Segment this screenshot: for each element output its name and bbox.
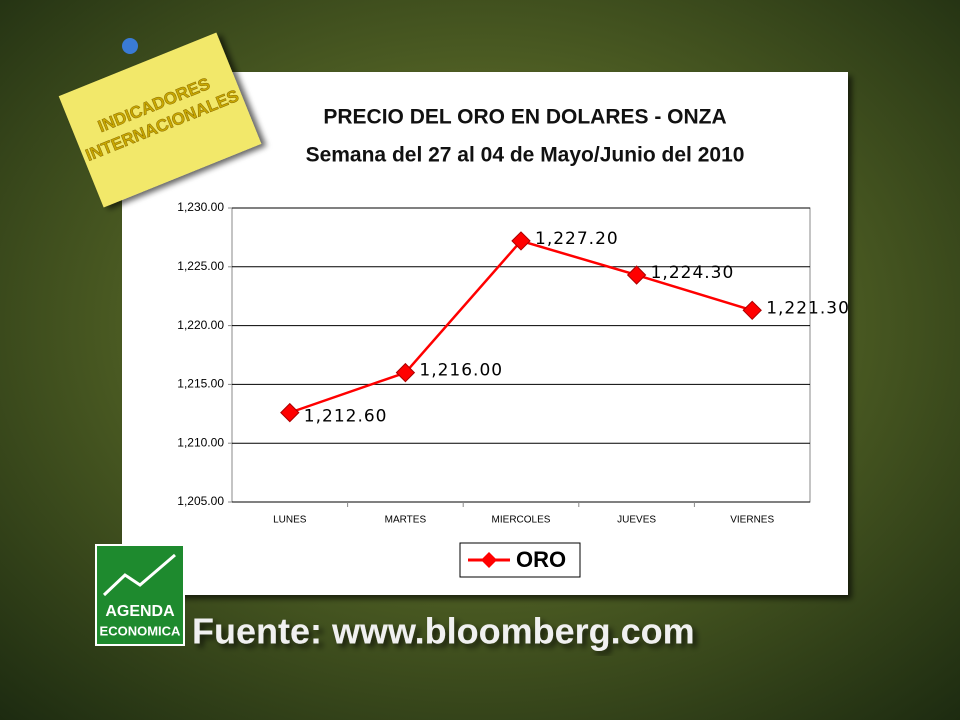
data-label: 1,212.60 bbox=[304, 407, 388, 427]
data-label: 1,221.30 bbox=[766, 298, 850, 318]
point-marker bbox=[280, 402, 300, 423]
pin bbox=[122, 38, 138, 54]
legend-marker bbox=[481, 552, 497, 568]
x-tick-label: MARTES bbox=[385, 515, 427, 526]
y-tick-label: 1,220.00 bbox=[177, 318, 224, 332]
x-tick-label: VIERNES bbox=[730, 515, 774, 526]
legend-label: ORO bbox=[516, 547, 566, 572]
y-tick-label: 1,225.00 bbox=[177, 259, 224, 273]
y-tick-label: 1,215.00 bbox=[177, 377, 224, 391]
logo-text: ECONOMICA bbox=[100, 623, 182, 638]
point-marker bbox=[742, 300, 762, 321]
panel bbox=[122, 72, 848, 595]
data-label: 1,224.30 bbox=[651, 263, 735, 283]
note-paper bbox=[58, 32, 262, 208]
chart-title: PRECIO DEL ORO EN DOLARES - ONZA bbox=[323, 106, 726, 129]
chart-subtitle: Semana del 27 al 04 de Mayo/Junio del 20… bbox=[306, 144, 745, 167]
y-tick-label: 1,210.00 bbox=[177, 435, 224, 449]
data-label: 1,216.00 bbox=[419, 361, 503, 381]
x-tick-label: LUNES bbox=[273, 515, 307, 526]
footer-source: Fuente: www.bloomberg.com bbox=[192, 611, 695, 652]
data-label: 1,227.20 bbox=[535, 229, 619, 249]
logo-arrow bbox=[102, 553, 176, 597]
point-marker bbox=[626, 265, 647, 285]
sticky-note: INDICADORES INTERNACIONALES bbox=[58, 32, 262, 208]
logo-text: AGENDA bbox=[105, 603, 175, 620]
y-tick-label: 1,230.00 bbox=[177, 200, 224, 214]
x-tick-label: MIERCOLES bbox=[492, 515, 551, 526]
point-marker bbox=[395, 362, 416, 383]
logo: AGENDA ECONOMICA bbox=[95, 544, 185, 646]
y-tick-label: 1,205.00 bbox=[177, 494, 224, 508]
point-marker bbox=[511, 231, 531, 251]
x-tick-label: JUEVES bbox=[617, 515, 656, 526]
